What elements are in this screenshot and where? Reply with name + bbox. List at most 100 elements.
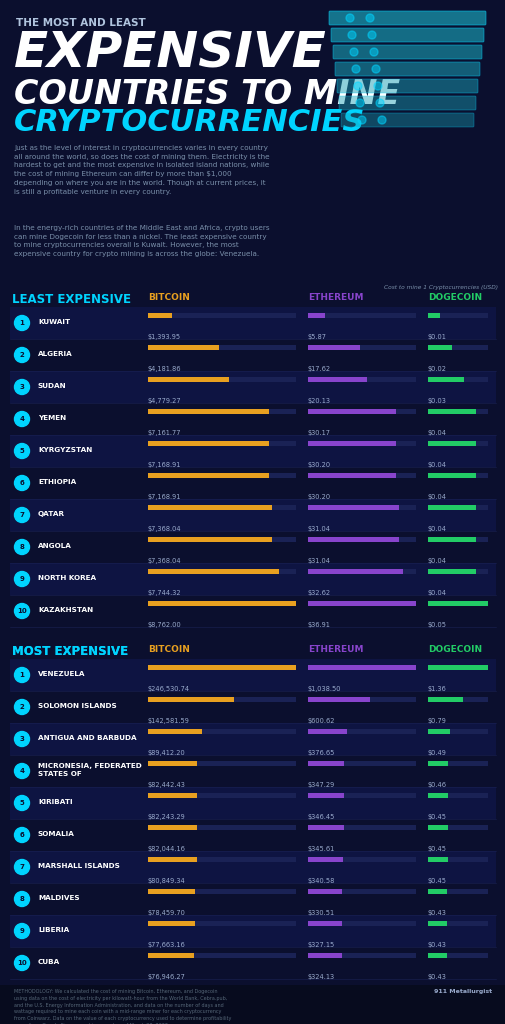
Text: $0.45: $0.45 [427,846,446,852]
Text: $82,442.43: $82,442.43 [147,782,185,788]
Bar [147,889,295,894]
Bar [427,409,475,414]
FancyBboxPatch shape [328,11,485,25]
Text: $0.46: $0.46 [427,782,446,788]
Bar [427,473,487,478]
Circle shape [377,116,385,124]
Bar [147,697,233,702]
Bar [10,883,495,915]
Circle shape [15,443,29,459]
Bar [0,985,505,1024]
Bar [308,857,343,862]
Bar [308,313,415,318]
Text: NORTH KOREA: NORTH KOREA [38,575,96,581]
Text: $80,849.34: $80,849.34 [147,878,185,884]
Bar [308,441,415,446]
Text: $30.17: $30.17 [308,430,330,436]
Bar [147,825,197,830]
Bar [308,505,415,510]
Text: ETHEREUM: ETHEREUM [308,645,363,654]
Text: $347.29: $347.29 [308,782,335,788]
Bar [427,793,487,798]
Text: $82,044.16: $82,044.16 [147,846,185,852]
Text: $376.65: $376.65 [308,750,335,756]
Bar [147,857,196,862]
Bar [147,697,295,702]
Circle shape [375,99,383,106]
Circle shape [373,82,381,90]
Text: 7: 7 [20,512,24,518]
Text: $77,663.16: $77,663.16 [147,942,185,948]
Bar [10,339,495,371]
Text: $0.45: $0.45 [427,878,446,884]
Bar [10,787,495,819]
Text: $330.51: $330.51 [308,910,334,916]
Bar [427,889,487,894]
Bar [427,441,475,446]
Bar [308,601,415,606]
Bar [147,793,197,798]
Bar [147,377,228,382]
Bar [147,313,171,318]
Text: 10: 10 [17,961,27,966]
Bar [427,505,475,510]
Text: $4,181.86: $4,181.86 [147,366,181,372]
Text: In the energy-rich countries of the Middle East and Africa, crypto users
can min: In the energy-rich countries of the Midd… [14,225,269,257]
Bar [308,473,395,478]
Text: 5: 5 [20,800,24,806]
Text: ALGERIA: ALGERIA [38,351,73,357]
Bar [147,505,272,510]
Text: $7,161.77: $7,161.77 [147,430,181,436]
Text: 8: 8 [20,896,24,902]
Text: $0.03: $0.03 [427,398,446,404]
Text: 7: 7 [20,864,24,870]
Bar [308,825,343,830]
Text: 2: 2 [20,705,24,710]
Text: 9: 9 [20,575,24,582]
Text: METHODOLOGY: We calculated the cost of mining Bitcoin, Ethereum, and Dogecoin
us: METHODOLOGY: We calculated the cost of m… [14,989,231,1024]
Bar [427,569,487,574]
Bar [147,473,269,478]
Bar [147,729,295,734]
Bar [308,953,341,958]
Text: $7,744.32: $7,744.32 [147,590,181,596]
Text: $0.04: $0.04 [427,430,446,436]
Text: $0.02: $0.02 [427,366,446,372]
Circle shape [349,48,358,56]
Bar [427,537,475,542]
Text: $0.43: $0.43 [427,910,446,916]
Text: 6: 6 [20,831,24,838]
Text: $1,038.50: $1,038.50 [308,686,341,692]
Bar [427,953,446,958]
Bar [147,921,295,926]
Bar [147,569,278,574]
Text: 4: 4 [20,416,24,422]
Text: KAZAKHSTAN: KAZAKHSTAN [38,607,93,613]
Text: $345.61: $345.61 [308,846,335,852]
Text: MOST EXPENSIVE: MOST EXPENSIVE [12,645,128,658]
Text: $0.05: $0.05 [427,622,446,628]
Bar [427,473,475,478]
Bar [10,435,495,467]
Text: $20.13: $20.13 [308,398,330,404]
Text: SUDAN: SUDAN [38,383,67,389]
Circle shape [15,924,29,939]
Text: $0.04: $0.04 [427,526,446,532]
Circle shape [15,731,29,746]
Bar [10,659,495,691]
Bar [147,473,295,478]
FancyBboxPatch shape [330,28,483,42]
Bar [10,563,495,595]
Bar [10,499,495,531]
Bar [147,601,295,606]
Bar [427,953,487,958]
Text: 1: 1 [20,319,24,326]
Bar [147,537,272,542]
Text: $36.91: $36.91 [308,622,330,628]
Bar [308,441,395,446]
Text: $340.58: $340.58 [308,878,335,884]
Circle shape [358,116,365,124]
Bar [427,697,462,702]
Bar [10,371,495,403]
Bar [308,409,415,414]
